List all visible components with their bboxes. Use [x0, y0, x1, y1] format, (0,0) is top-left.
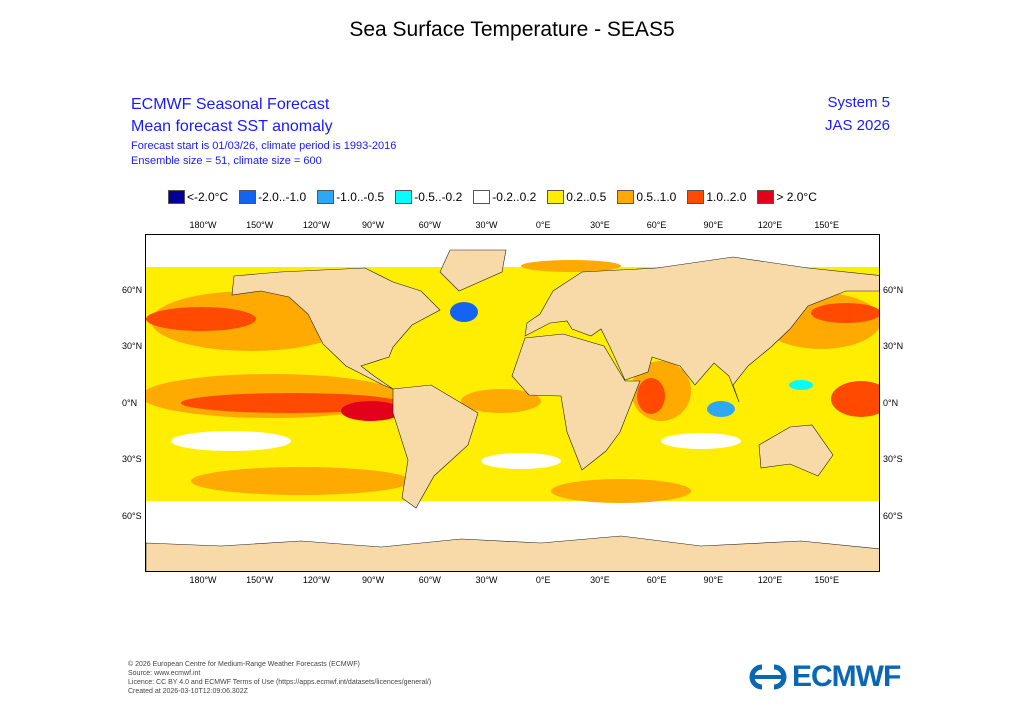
legend-label: 1.0..2.0: [706, 190, 747, 204]
latitude-tick-label: 60°S: [122, 510, 142, 521]
legend-item: -0.2..0.2: [473, 190, 536, 204]
longitude-tick-label: 30°W: [475, 220, 498, 230]
longitude-tick-label: 90°W: [362, 220, 385, 230]
legend-swatch: [239, 190, 257, 204]
longitude-tick-label: 30°W: [475, 575, 498, 585]
legend-item: > 2.0°C: [757, 190, 817, 204]
longitude-tick-label: 0°E: [535, 575, 551, 585]
source-text: Source: www.ecmwf.int: [128, 670, 201, 677]
land-masses: [146, 249, 879, 571]
longitude-tick-label: 120°W: [302, 220, 330, 230]
latitude-tick-label: 60°N: [883, 285, 904, 295]
north-america: [231, 267, 441, 390]
legend-swatch: [547, 190, 565, 204]
legend-label: <-2.0°C: [187, 190, 229, 204]
latitude-tick-label: 30°N: [122, 341, 143, 352]
longitude-tick-label: 90°W: [362, 575, 385, 585]
longitude-tick-label: 180°W: [189, 220, 217, 230]
color-legend: <-2.0°C -2.0..-1.0 -1.0..-0.5 -0.5..-0.2 -0.…: [168, 190, 828, 204]
latitude-tick-label: 60°N: [122, 285, 143, 295]
legend-item: -1.0..-0.5: [317, 190, 384, 204]
sst-anomaly-map: [145, 234, 880, 572]
antarctica: [146, 535, 879, 571]
legend-item: -0.5..-0.2: [395, 190, 462, 204]
longitude-tick-label: 60°W: [418, 220, 441, 230]
longitude-tick-label: 150°E: [814, 220, 839, 230]
licence-text: Licence: CC BY 4.0 and ECMWF Terms of Us…: [128, 679, 432, 686]
legend-label: -0.2..0.2: [492, 190, 537, 204]
legend-label: -1.0..-0.5: [336, 190, 385, 204]
legend-swatch: [473, 190, 491, 204]
longitude-tick-label: 60°E: [646, 575, 667, 585]
forecast-start-info: Forecast start is 01/03/26, climate peri…: [131, 140, 397, 152]
legend-item: <-2.0°C: [168, 190, 228, 204]
eurasia: [524, 256, 879, 403]
legend-label: -2.0..-1.0: [258, 190, 307, 204]
longitude-tick-label: 120°E: [757, 575, 783, 585]
legend-swatch: [687, 190, 705, 204]
latitude-tick-label: 30°N: [883, 341, 904, 352]
legend-swatch: [757, 190, 775, 204]
longitude-tick-label: 120°W: [302, 575, 330, 585]
longitude-tick-label: 60°E: [646, 220, 667, 230]
page-title: Sea Surface Temperature - SEAS5: [349, 18, 675, 41]
legend-label: 0.2..0.5: [566, 190, 607, 204]
longitude-tick-label: 30°E: [590, 220, 610, 230]
created-text: Created at 2026-03-10T12:09:06.302Z: [128, 688, 248, 695]
legend-label: > 2.0°C: [776, 190, 817, 204]
copyright-text: © 2026 European Centre for Medium-Range …: [128, 661, 360, 668]
footer-credits: © 2026 European Centre for Medium-Range …: [128, 660, 431, 696]
legend-item: 0.2..0.5: [547, 190, 606, 204]
longitude-tick-label: 90°E: [703, 575, 724, 585]
longitude-tick-label: 90°E: [703, 220, 724, 230]
ensemble-info: Ensemble size = 51, climate size = 600: [131, 155, 322, 167]
longitude-tick-label: 150°E: [814, 575, 839, 585]
latitude-tick-label: 60°S: [883, 510, 903, 521]
legend-swatch: [317, 190, 335, 204]
season-label: JAS 2026: [824, 117, 890, 134]
legend-swatch: [168, 190, 185, 204]
latitude-tick-label: 30°S: [883, 454, 903, 465]
product-subtitle: Mean forecast SST anomaly: [131, 118, 333, 135]
longitude-tick-label: 120°E: [757, 220, 783, 230]
latitude-tick-label: 30°S: [122, 454, 142, 465]
longitude-tick-label: 180°W: [189, 575, 217, 585]
longitude-tick-label: 150°W: [246, 575, 274, 585]
legend-swatch: [617, 190, 635, 204]
legend-label: 0.5..1.0: [636, 190, 677, 204]
ecmwf-logo: ECMWF: [748, 660, 901, 694]
legend-swatch: [395, 190, 413, 204]
longitude-tick-label: 0°E: [535, 220, 551, 230]
ecmwf-logo-icon: [749, 664, 787, 690]
system-label: System 5: [827, 94, 890, 111]
legend-label: -0.5..-0.2: [414, 190, 463, 204]
longitude-tick-label: 150°W: [246, 220, 274, 230]
australia: [758, 424, 834, 477]
legend-item: -2.0..-1.0: [239, 190, 306, 204]
legend-item: 1.0..2.0: [687, 190, 746, 204]
longitude-tick-label: 30°E: [590, 575, 610, 585]
south-america: [392, 384, 479, 509]
greenland: [439, 249, 507, 292]
map-canvas: [146, 235, 879, 571]
logo-text: ECMWF: [792, 660, 901, 693]
latitude-tick-label: 0°N: [122, 397, 138, 408]
africa: [511, 333, 641, 471]
latitude-tick-label: 0°N: [883, 397, 899, 408]
product-title: ECMWF Seasonal Forecast: [131, 96, 330, 113]
legend-item: 0.5..1.0: [617, 190, 676, 204]
longitude-tick-label: 60°W: [418, 575, 441, 585]
